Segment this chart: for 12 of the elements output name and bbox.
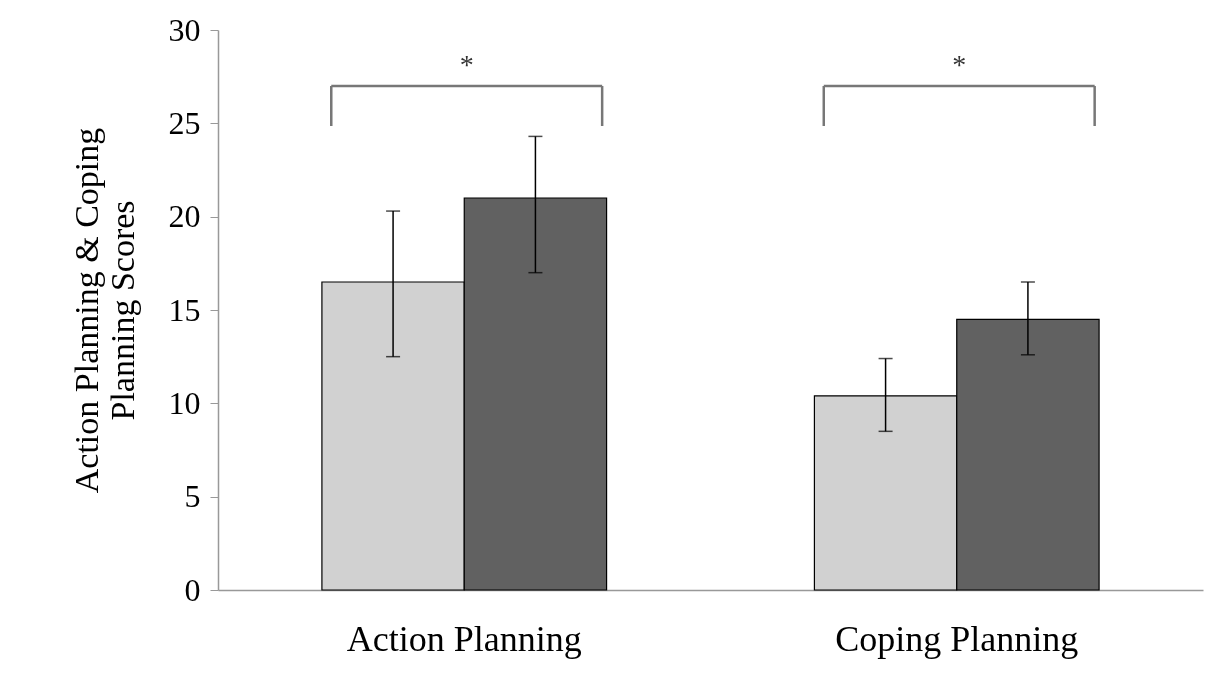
y-tick-label: 5	[184, 478, 201, 515]
annotation: *	[952, 49, 967, 80]
y-tick-label: 20	[168, 198, 201, 235]
annotation: *	[459, 49, 474, 80]
y-tick-label: 10	[168, 384, 201, 421]
y-tick-label: 15	[168, 291, 201, 328]
y-tick-label: 0	[184, 571, 201, 608]
y-axis-title: Action Planning & Coping Planning Scores	[67, 127, 141, 494]
x-tick-label: Action Planning	[346, 618, 582, 659]
x-tick-label: Coping Planning	[835, 618, 1079, 659]
y-tick-label: 25	[168, 104, 201, 141]
y-tick-label: 30	[168, 11, 201, 48]
